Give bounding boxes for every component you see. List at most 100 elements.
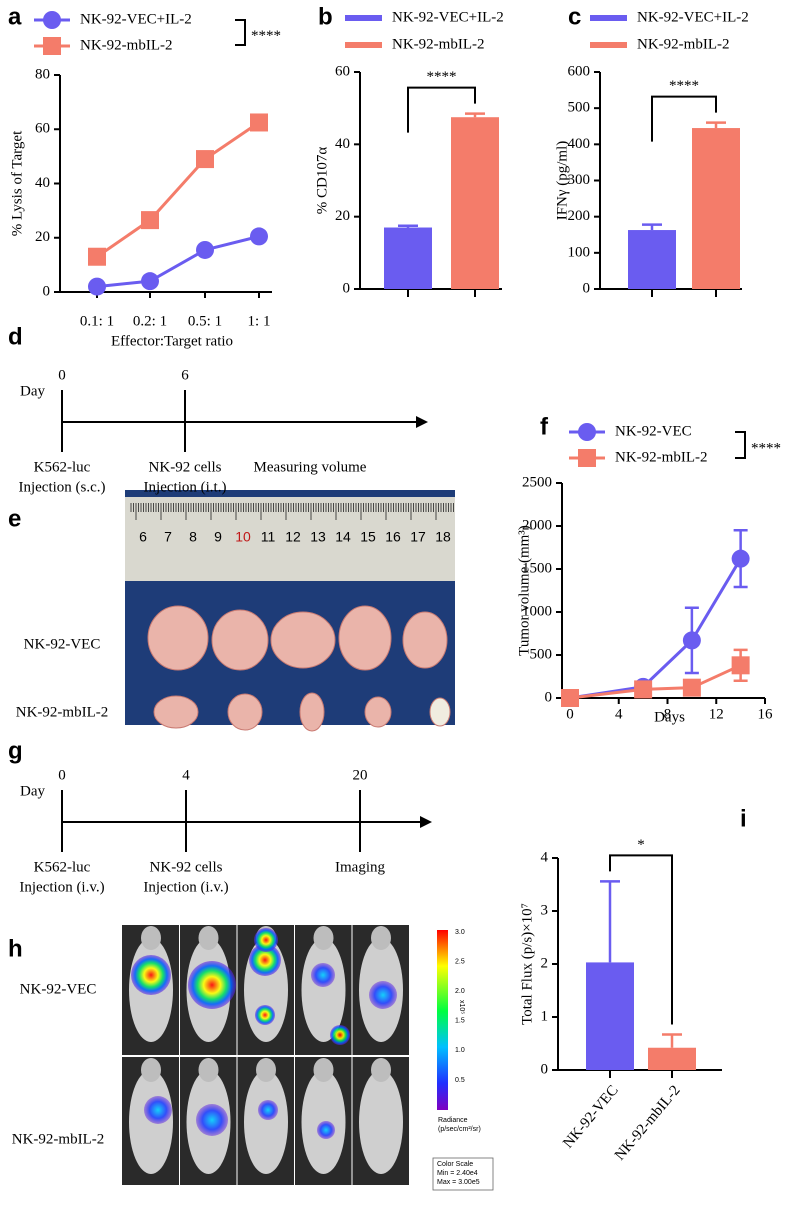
error-bar [600,880,620,963]
end-label: Measuring volume [254,459,367,475]
radiance-label: Radiance [438,1117,468,1124]
marker [88,277,106,296]
panel-label: f [540,413,549,440]
y-tick-label: 100 [568,244,591,260]
event-label: Injection (i.v.) [143,879,228,895]
y-tick-label: 60 [35,121,50,137]
x-tick-label: 1: 1 [248,313,271,329]
x-tick-label: NK-92-mbIL-2 [612,1082,684,1163]
y-tick-label: 500 [530,646,553,662]
marker [250,113,268,132]
mouse-head [141,926,161,950]
signal [188,961,236,1009]
significance-bracket [235,19,246,46]
day-value: 20 [353,767,368,783]
significance-label: **** [427,69,457,85]
significance-bracket [651,95,717,142]
y-tick-label: 500 [568,100,591,116]
day-label: Day [20,383,45,399]
x-tick-label: 8 [664,706,672,722]
panel-label: a [8,3,22,30]
event-label: K562-luc [34,859,91,875]
x-axis-label: Days [654,709,685,725]
day-label: Day [20,783,45,799]
marker [250,227,268,246]
y-tick-label: 600 [568,63,591,79]
marker [731,656,750,675]
timeline-arrow [420,816,432,828]
marker [561,689,579,707]
signal [317,1121,335,1139]
y-axis-label: Tumor volume (mm³) [516,525,532,656]
color-scale-text: Min = 2.40e4 [437,1170,478,1177]
y-tick-label: 200 [568,208,591,224]
mouse-head [371,1058,391,1082]
signal [254,928,278,952]
y-tick-label: 0 [583,280,591,296]
ruler-number: 12 [285,529,301,545]
bar [628,230,676,289]
x-tick-label: 0.1: 1 [80,313,114,329]
bar [384,227,432,289]
legend-swatch [590,42,627,48]
significance-label: **** [669,78,699,94]
panel-label: b [318,3,333,30]
scale-tick: 3.0 [455,929,465,936]
ruler-number: 6 [139,529,147,545]
x-tick-label: 4 [615,706,623,722]
x-tick-label: NK-92-VEC [560,1082,622,1151]
legend-swatch [345,42,382,48]
signal [258,1100,278,1120]
color-scale-box [432,1157,494,1191]
y-axis-label: % CD107α [314,147,330,215]
ruler-number: 9 [214,529,222,545]
day-value: 0 [58,367,66,383]
mouse-head [371,926,391,950]
marker [634,680,653,699]
significance-label: **** [751,440,781,456]
y-tick-label: 1 [541,1008,549,1024]
day-value: 6 [181,367,189,383]
legend-label: NK-92-mbIL-2 [615,449,707,465]
legend-label: NK-92-mbIL-2 [392,36,484,52]
error-bar [398,224,418,228]
series-line [96,121,260,258]
bar [586,962,634,1070]
signal [255,1005,275,1025]
ruler-number: 7 [164,529,172,545]
signal [249,944,281,976]
mouse-head [198,1058,219,1082]
event-label: NK-92 cells [150,859,223,875]
mouse [359,1070,403,1174]
event-label: Injection (i.t.) [144,479,227,495]
y-tick-label: 300 [568,172,591,188]
legend-label: NK-92-mbIL-2 [80,37,172,53]
row-label: NK-92-VEC [24,636,101,652]
marker [196,150,214,169]
legend-swatch [345,15,382,21]
y-tick-label: 4 [541,849,549,865]
ruler-number: 18 [435,529,451,545]
legend-marker [43,37,61,55]
panel-label: i [740,805,747,832]
event-label: Imaging [335,859,385,875]
y-axis-label: IFNγ (pg/ml) [554,141,570,221]
x-tick-label: 0.5: 1 [188,313,222,329]
marker [141,211,159,230]
y-tick-label: 0 [343,280,351,296]
panel-label: d [8,323,23,350]
significance-bracket [735,431,746,459]
y-tick-label: 0 [43,283,51,299]
error-bar [662,1033,682,1048]
x-axis-label: Effector:Target ratio [111,333,233,349]
signal [330,1025,350,1045]
marker [682,631,701,650]
legend-marker [578,449,596,467]
y-tick-label: 2500 [522,474,552,490]
scale-tick: 2.0 [455,988,465,995]
legend-label: NK-92-VEC+IL-2 [392,9,504,25]
ruler-number: 13 [310,529,326,545]
error-bar [706,121,726,129]
y-tick-label: 1000 [522,603,552,619]
